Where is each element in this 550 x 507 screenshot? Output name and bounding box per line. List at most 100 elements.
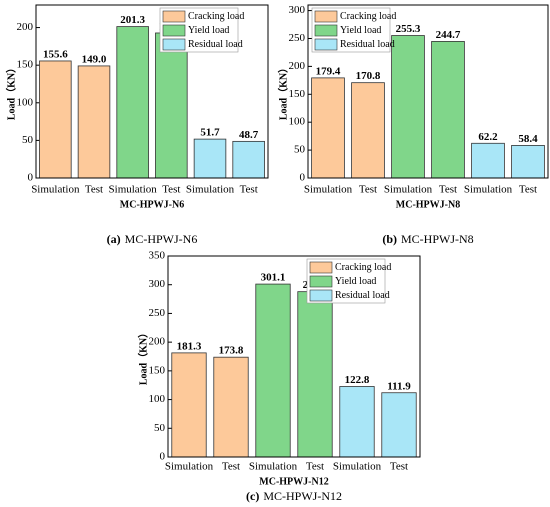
x-tick-label: Test [162, 184, 180, 196]
y-tick-label: 100 [289, 116, 306, 128]
chart: 050100150200155.6149.0201.3192.851.748.7… [4, 4, 269, 246]
legend-label: Cracking load [335, 262, 391, 273]
bar [381, 392, 417, 458]
legend-swatch [162, 24, 186, 37]
chart: 050100150200250300350181.3173.8301.1287.… [136, 250, 421, 503]
x-tick-label: Simulation [165, 461, 214, 473]
bar [339, 386, 375, 458]
y-tick-label: 350 [149, 250, 166, 262]
y-axis-label: Load（KN） [4, 63, 17, 120]
legend-swatch [309, 289, 333, 302]
x-axis-label: MC-HPWJ-N6 [120, 199, 184, 210]
legend-swatch [314, 38, 338, 51]
x-tick-label: Simulation [333, 461, 382, 473]
value-label: 201.3 [120, 14, 145, 26]
caption-text: MC-HPWJ-N8 [401, 232, 474, 246]
value-label: 58.4 [518, 133, 538, 145]
y-tick-label: 0 [160, 451, 166, 463]
bar [116, 26, 149, 179]
chart: 0 50 100 150 200 250 300 179.4 170.8 255.3 244.7 62… [276, 4, 549, 246]
legend-label: Yield load [188, 25, 229, 36]
y-tick-label: 300 [149, 278, 166, 290]
value-label: 181.3 [177, 340, 202, 352]
plot-frame [167, 255, 421, 458]
y-tick-label: 50 [22, 134, 34, 146]
bar [297, 291, 333, 458]
legend-swatch [162, 10, 186, 23]
value-label: 170.8 [356, 70, 381, 82]
x-tick-label: Simulation [109, 184, 158, 196]
y-tick-label: 100 [149, 393, 166, 405]
value-label: 111.9 [387, 380, 411, 392]
legend-label: Residual load [335, 290, 390, 301]
y-tick-label: 200 [149, 336, 166, 348]
bar [255, 283, 291, 458]
y-tick-label: 200 [17, 21, 34, 33]
legend-swatch [314, 10, 338, 23]
value-label: 173.8 [219, 345, 244, 357]
bar [213, 356, 249, 458]
legend-swatch [309, 275, 333, 288]
value-label: 301.1 [261, 272, 286, 284]
legend-swatch [314, 24, 338, 37]
bar [471, 142, 505, 179]
x-tick-label: Test [439, 184, 457, 196]
value-label: 244.7 [436, 29, 461, 41]
x-axis-label: MC-HPWJ-N8 [396, 199, 460, 210]
bar [77, 65, 111, 179]
caption-text: MC-HPWJ-N12 [263, 489, 342, 503]
caption: (b) MC-HPWJ-N8 [382, 232, 473, 246]
x-tick-label: Test [240, 184, 258, 196]
x-tick-label: Test [359, 184, 377, 196]
caption-label: (b) [382, 232, 397, 246]
bar [311, 77, 345, 179]
y-tick-label: 50 [154, 422, 166, 434]
legend-label: Cracking load [340, 11, 396, 22]
bar [193, 138, 227, 179]
bar [351, 82, 385, 179]
value-label: 48.7 [239, 129, 259, 141]
y-tick-label: 250 [289, 32, 306, 44]
plot-frame [307, 4, 549, 179]
caption-text: MC-HPWJ-N6 [125, 232, 198, 246]
y-tick-label: 150 [17, 59, 34, 71]
x-tick-label: Simulation [249, 461, 298, 473]
y-tick-label: 250 [149, 307, 166, 319]
caption: (c) MC-HPWJ-N12 [246, 489, 342, 503]
y-tick-label: 50 [294, 144, 306, 156]
legend-label: Cracking load [188, 11, 244, 22]
legend-label: Residual load [340, 39, 395, 50]
bar [391, 35, 425, 179]
y-axis-label: Load（KN） [136, 328, 149, 385]
value-label: 149.0 [82, 53, 107, 65]
caption-label: (a) [107, 232, 121, 246]
caption: (a) MC-HPWJ-N6 [107, 232, 198, 246]
x-tick-label: Test [306, 461, 324, 473]
bar [232, 140, 265, 179]
x-tick-label: Simulation [304, 184, 353, 196]
y-tick-label: 0 [28, 172, 34, 184]
y-tick-label: 200 [289, 60, 306, 72]
value-label: 179.4 [316, 65, 341, 77]
legend-swatch [309, 261, 333, 274]
x-tick-label: Test [390, 461, 408, 473]
value-label: 62.2 [478, 131, 498, 143]
plot-frame [35, 4, 269, 179]
bar [431, 41, 465, 179]
x-tick-label: Simulation [31, 184, 80, 196]
y-tick-label: 150 [149, 364, 166, 376]
bar [171, 352, 207, 458]
x-tick-label: Test [519, 184, 537, 196]
caption-label: (c) [246, 489, 259, 503]
y-tick-label: 100 [17, 96, 34, 108]
value-label: 51.7 [200, 127, 220, 139]
x-tick-label: Test [85, 184, 103, 196]
legend-label: Yield load [335, 276, 376, 287]
value-label: 122.8 [345, 374, 370, 386]
bar [511, 145, 545, 179]
x-tick-label: Test [222, 461, 240, 473]
x-tick-label: Simulation [384, 184, 433, 196]
y-tick-label: 150 [289, 88, 306, 100]
legend-swatch [162, 38, 186, 51]
